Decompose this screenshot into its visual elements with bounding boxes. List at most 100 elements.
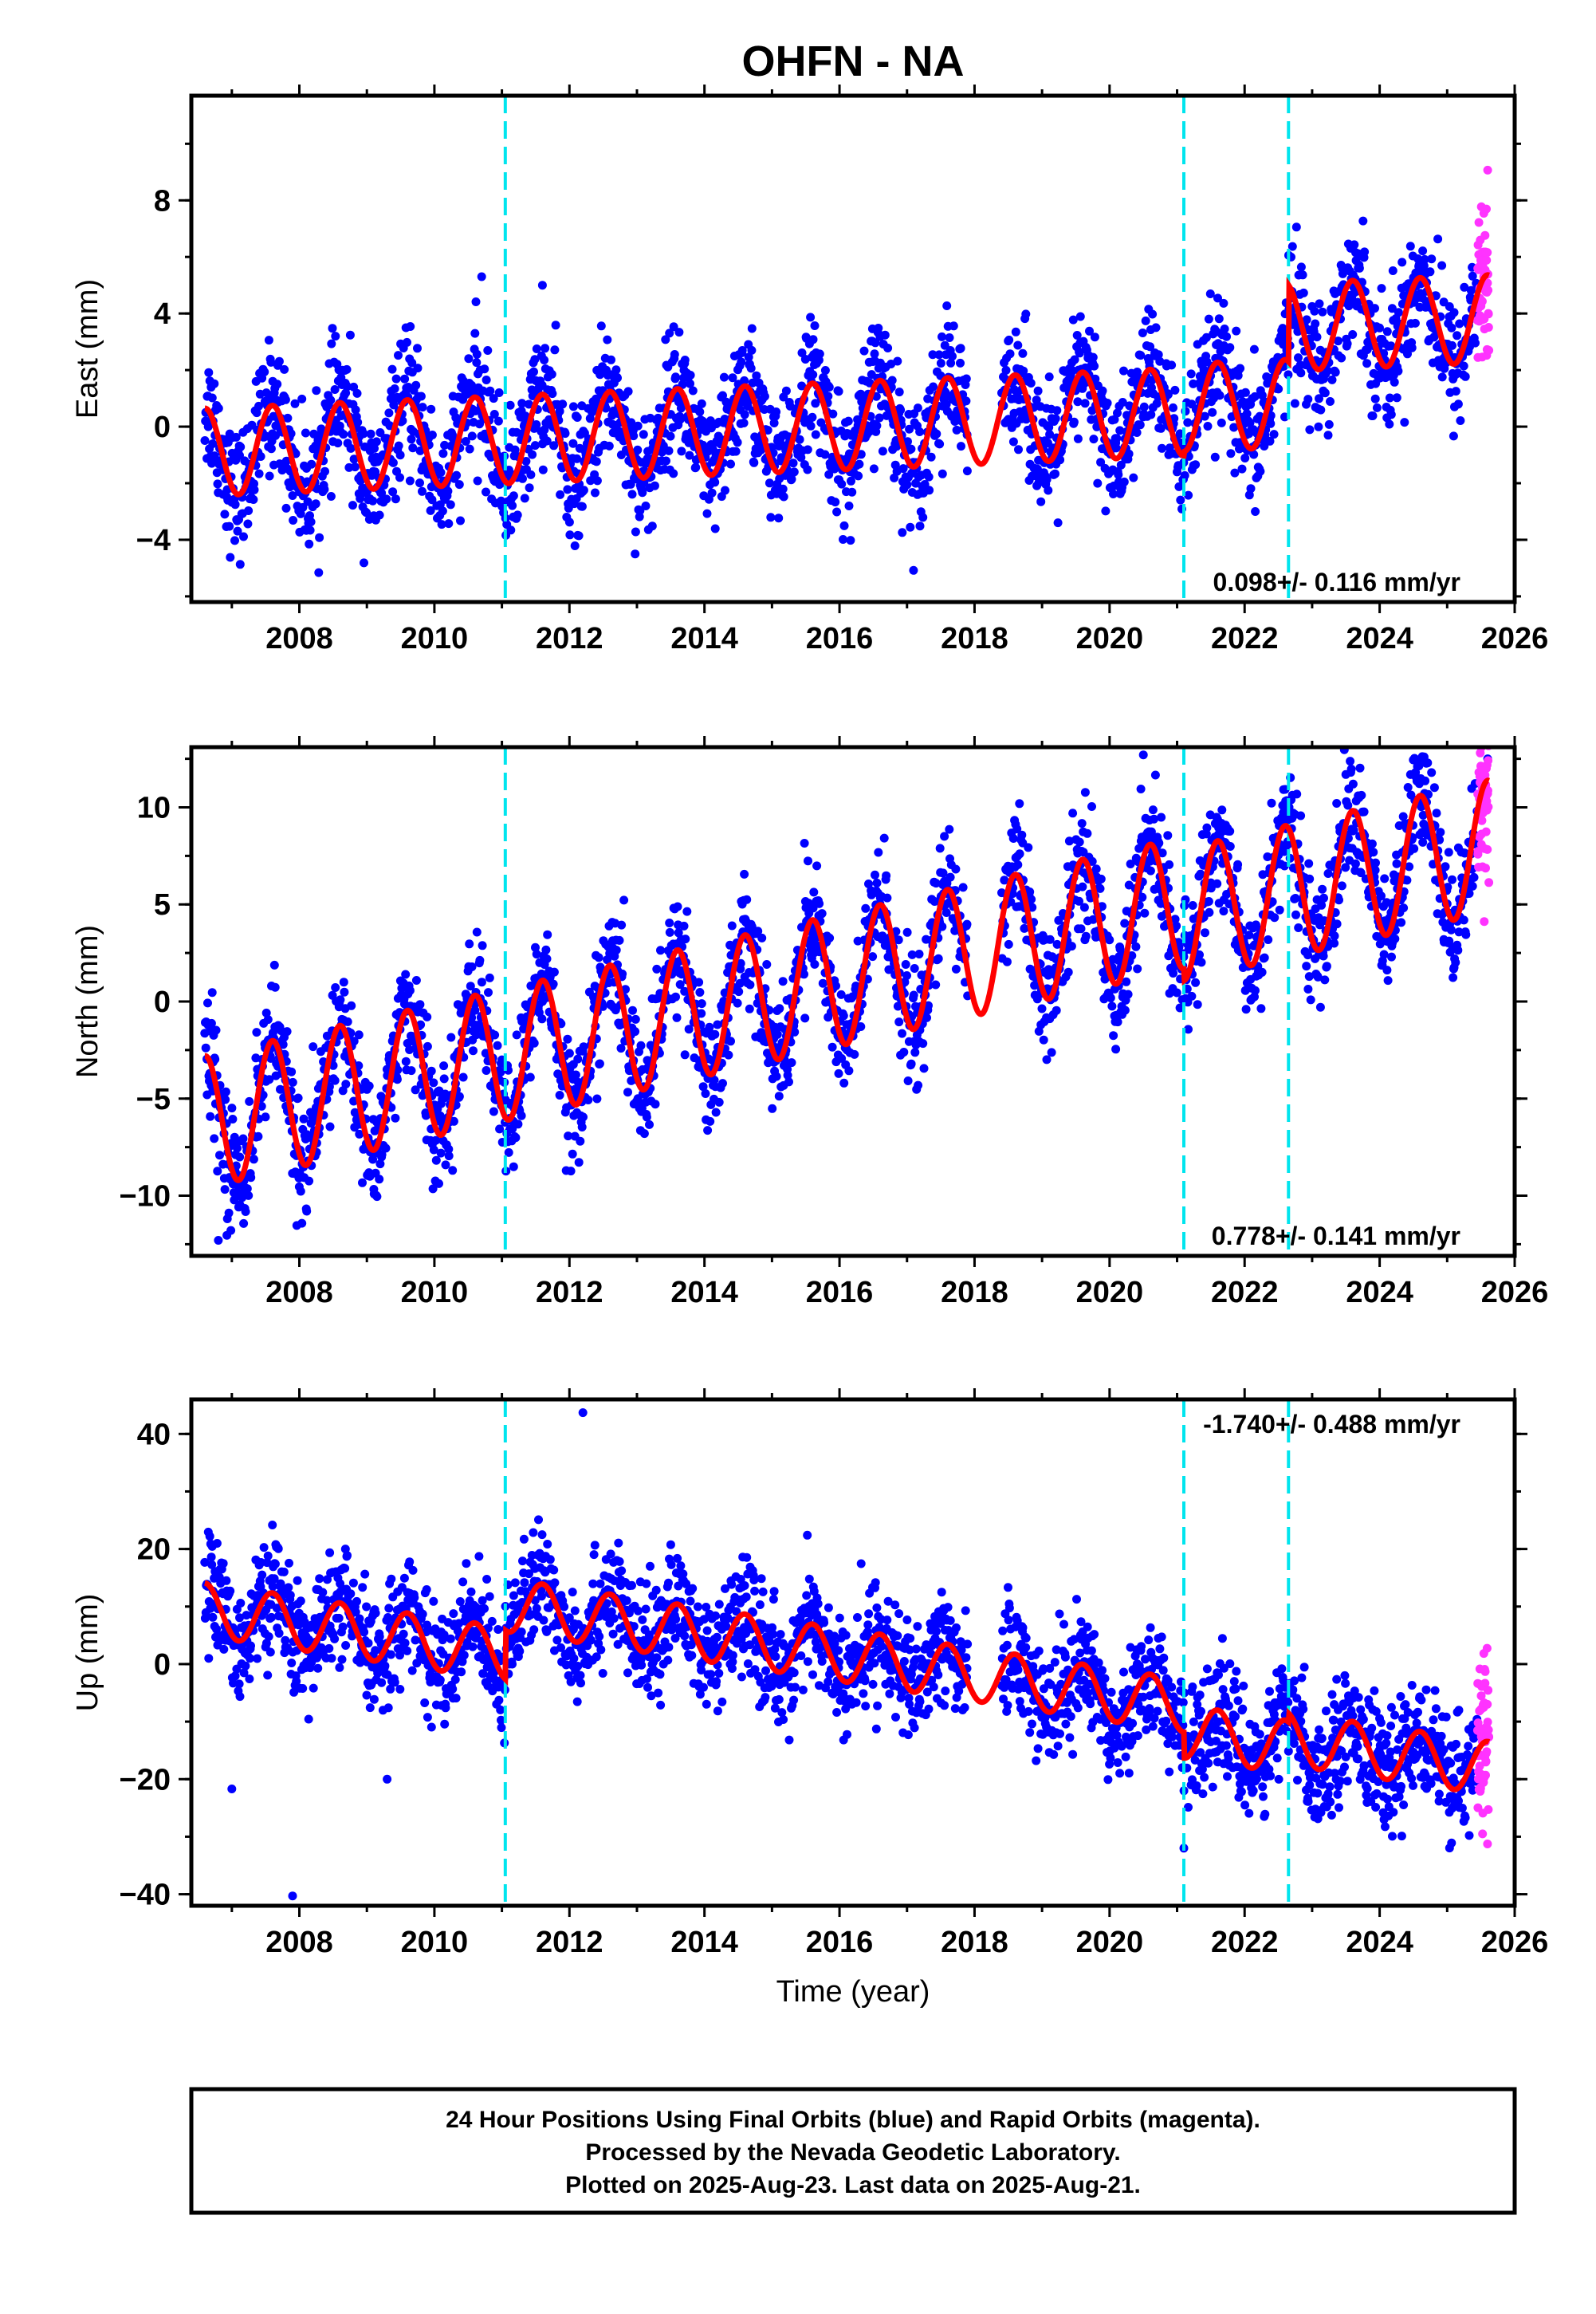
data-point xyxy=(436,468,446,477)
data-point xyxy=(471,406,480,415)
data-point xyxy=(906,1059,916,1068)
data-point xyxy=(200,436,210,445)
data-point xyxy=(809,887,819,897)
data-point xyxy=(473,476,482,486)
data-point xyxy=(1187,991,1197,1001)
data-point xyxy=(615,427,624,436)
data-point xyxy=(763,426,772,435)
data-point xyxy=(803,465,812,474)
data-point xyxy=(269,960,279,970)
data-point xyxy=(1410,318,1420,328)
data-point xyxy=(388,458,398,467)
data-point xyxy=(438,506,447,516)
data-point xyxy=(288,491,297,500)
data-point xyxy=(652,964,662,974)
data-point xyxy=(458,1072,468,1082)
data-point xyxy=(371,437,381,447)
data-point xyxy=(1075,837,1084,847)
data-point xyxy=(742,895,752,904)
data-point xyxy=(482,1066,491,1075)
data-point xyxy=(577,1123,587,1131)
data-point xyxy=(1024,843,1033,852)
x-tick-label: 2016 xyxy=(806,622,874,655)
data-point xyxy=(297,394,307,403)
data-point xyxy=(855,459,864,469)
data-point xyxy=(872,421,882,431)
data-point xyxy=(250,485,259,494)
data-point xyxy=(724,1050,733,1060)
data-point xyxy=(1350,859,1360,868)
data-point xyxy=(288,1077,297,1087)
data-point xyxy=(1219,298,1228,308)
data-point xyxy=(401,970,411,979)
data-point xyxy=(254,1131,263,1141)
data-point xyxy=(305,539,314,549)
data-point xyxy=(1186,369,1196,379)
data-point xyxy=(1433,234,1443,244)
data-point xyxy=(401,1057,411,1066)
data-point xyxy=(707,488,717,498)
data-point xyxy=(355,1129,364,1139)
data-point xyxy=(283,413,293,423)
data-point xyxy=(910,964,919,973)
data-point xyxy=(1327,375,1337,384)
data-point xyxy=(894,935,903,945)
data-point xyxy=(891,927,901,936)
data-point xyxy=(812,861,822,871)
data-point xyxy=(418,403,427,412)
data-point xyxy=(311,499,320,509)
north-panel: 2008 2010 2012 2014 2016 2018 2020 2022 2024 2026… xyxy=(71,736,1548,1309)
data-point xyxy=(627,418,636,427)
data-point xyxy=(1319,951,1328,961)
data-point xyxy=(1225,842,1235,851)
data-point xyxy=(540,425,549,435)
data-point xyxy=(882,871,891,880)
data-point xyxy=(847,487,857,497)
data-point xyxy=(1386,410,1396,419)
data-point xyxy=(749,458,759,467)
data-point xyxy=(538,465,548,474)
data-point xyxy=(1225,343,1235,352)
data-point xyxy=(665,329,674,338)
data-point xyxy=(1008,437,1018,447)
data-point xyxy=(811,430,820,439)
data-point xyxy=(1291,894,1300,903)
data-point xyxy=(444,1151,454,1161)
y-tick-label: 8 xyxy=(154,184,171,218)
data-point xyxy=(651,1100,660,1109)
data-point xyxy=(226,553,235,562)
data-point xyxy=(394,351,403,360)
data-point xyxy=(1360,247,1370,257)
data-point xyxy=(1394,366,1403,376)
data-point xyxy=(1096,458,1106,467)
data-point xyxy=(958,883,968,892)
data-point xyxy=(440,440,450,450)
data-point xyxy=(859,346,869,356)
data-point xyxy=(1429,333,1439,342)
data-point xyxy=(470,1005,480,1015)
data-point xyxy=(669,322,678,332)
data-point xyxy=(783,1071,792,1080)
data-point xyxy=(1222,332,1231,341)
data-point xyxy=(1315,394,1323,403)
data-point xyxy=(1240,454,1250,462)
data-point xyxy=(745,980,755,990)
data-point xyxy=(831,981,840,990)
data-point xyxy=(579,486,588,495)
data-point xyxy=(345,330,355,340)
data-point xyxy=(806,421,816,431)
data-point xyxy=(375,510,384,520)
data-point xyxy=(818,978,827,988)
data-point xyxy=(221,1095,230,1104)
data-point xyxy=(902,927,912,937)
x-tick-label: 2012 xyxy=(536,622,603,655)
data-point xyxy=(674,328,684,337)
data-point xyxy=(1418,246,1428,256)
data-point xyxy=(391,494,400,504)
data-point xyxy=(1052,939,1062,949)
data-point xyxy=(697,399,706,408)
data-point xyxy=(1063,967,1073,977)
data-point xyxy=(1249,344,1259,354)
data-point xyxy=(806,313,816,322)
data-point xyxy=(869,464,879,474)
